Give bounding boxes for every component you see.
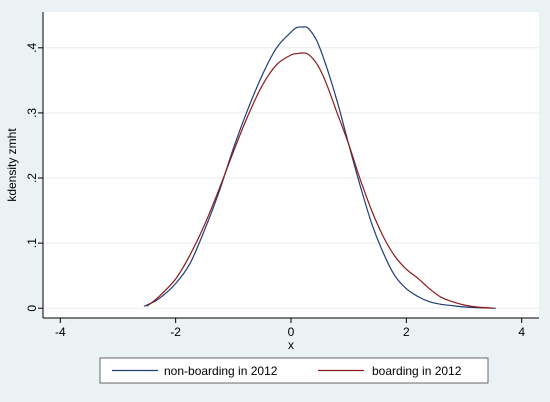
legend-label-boarding: boarding in 2012: [372, 364, 462, 378]
series-line-boarding: [146, 52, 493, 309]
series-line-non-boarding: [143, 26, 496, 309]
x-tick-label-2: 0: [288, 325, 295, 339]
y-tick-label-3: .3: [25, 108, 39, 118]
y-axis-title: kdensity zmht: [5, 128, 19, 202]
legend-box: [99, 357, 489, 384]
x-axis-title: x: [288, 338, 294, 352]
x-tick-label-0: -4: [55, 325, 66, 339]
gridlines: [43, 47, 539, 309]
axes: 0 .1 .2 .3 .4 -4 -2 0 2 4: [25, 12, 539, 339]
y-tick-label-4: .4: [25, 42, 39, 52]
x-tick-label-3: 2: [403, 325, 410, 339]
y-tick-label-0: 0: [25, 305, 39, 312]
y-tick-label-1: .1: [25, 238, 39, 248]
y-tick-label-2: .2: [25, 173, 39, 183]
series-layer: [143, 26, 496, 309]
plot-area: [43, 12, 539, 318]
legend: non-boarding in 2012 boarding in 2012: [99, 357, 489, 384]
legend-label-non-boarding: non-boarding in 2012: [164, 364, 278, 378]
x-tick-label-4: 4: [518, 325, 525, 339]
x-tick-label-1: -2: [170, 325, 181, 339]
